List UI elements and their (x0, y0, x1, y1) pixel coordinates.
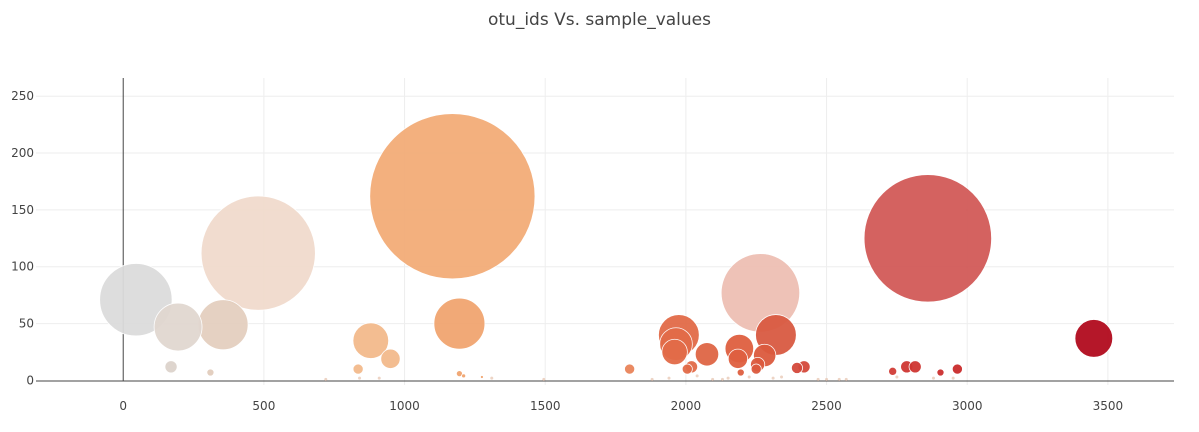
bubble-point (844, 377, 848, 381)
bubble-point (720, 377, 724, 381)
bubble-point (1074, 319, 1114, 358)
y-tick-label: 100 (11, 260, 34, 274)
bubble-point (200, 195, 316, 311)
bubble-point (863, 174, 992, 303)
x-tick-label: 2500 (811, 399, 842, 413)
x-tick-label: 2000 (671, 399, 702, 413)
x-tick-label: 3500 (1093, 399, 1124, 413)
bubble-point (352, 363, 364, 375)
bubble-point (791, 361, 804, 374)
bubble-point (358, 376, 362, 380)
y-tick-label: 200 (11, 146, 34, 160)
x-tick-label: 1000 (389, 399, 420, 413)
bubble-point (837, 377, 841, 381)
bubble-point (624, 363, 636, 375)
bubble-point (727, 348, 749, 369)
bubble-layer (99, 113, 1114, 381)
bubble-point (711, 377, 715, 381)
bubble-point (99, 263, 173, 337)
x-tick-label: 0 (119, 399, 127, 413)
bubble-point (433, 297, 486, 350)
bubble-point (455, 370, 463, 378)
bubble-point (816, 377, 820, 381)
bubble-point (747, 375, 751, 379)
bubble-point (650, 377, 654, 381)
tick-labels: 0 500 1000 1500 2000 2500 3000 3500 0 50 100 150 200… (11, 89, 1123, 413)
bubble-point (895, 375, 899, 379)
bubble-point (780, 375, 784, 379)
bubble-point (461, 373, 467, 379)
bubble-point (726, 376, 730, 380)
bubble-point (153, 302, 203, 352)
bubble-point (681, 363, 693, 375)
bubble-point (197, 299, 249, 351)
y-tick-label: 250 (11, 89, 34, 103)
x-tick-label: 1500 (530, 399, 561, 413)
y-tick-label: 50 (19, 317, 34, 331)
bubble-point (750, 363, 762, 375)
bubble-point (661, 338, 688, 366)
bubble-point (825, 377, 829, 381)
bubble-point (951, 363, 963, 375)
bubble-point (352, 322, 390, 359)
bubble-point (951, 376, 955, 380)
bubble-point (479, 375, 484, 379)
y-tick-label: 150 (11, 203, 34, 217)
bubble-point (380, 348, 401, 369)
y-tick-label: 0 (26, 373, 34, 387)
bubble-point (377, 376, 381, 380)
bubble-point (694, 342, 720, 367)
bubble-point (206, 368, 215, 377)
bubble-point (490, 376, 494, 380)
x-tick-label: 3000 (952, 399, 983, 413)
bubble-point (542, 377, 546, 381)
bubble-point (324, 377, 328, 381)
bubble-point (936, 368, 945, 377)
bubble-point (771, 376, 775, 380)
bubble-point (736, 368, 745, 377)
bubble-point (164, 360, 178, 374)
bubble-point (888, 366, 898, 376)
x-tick-label: 500 (252, 399, 275, 413)
bubble-point (695, 374, 699, 378)
bubble-point (908, 360, 922, 374)
chart-title: otu_ids Vs. sample_values (487, 10, 711, 30)
bubble-point (369, 113, 536, 280)
bubble-point (931, 376, 935, 380)
bubble-point (667, 376, 671, 380)
